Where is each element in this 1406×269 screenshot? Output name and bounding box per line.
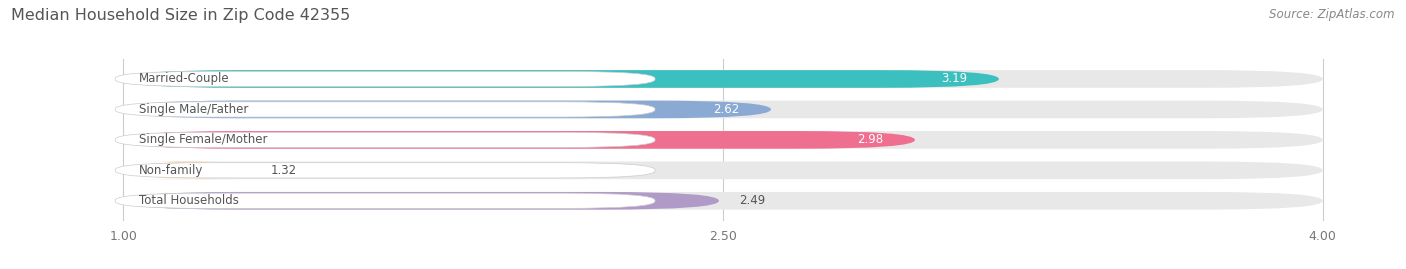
FancyBboxPatch shape xyxy=(115,102,655,117)
Text: 2.62: 2.62 xyxy=(713,103,740,116)
Text: 2.49: 2.49 xyxy=(740,194,765,207)
Text: 1.32: 1.32 xyxy=(271,164,297,177)
Text: Median Household Size in Zip Code 42355: Median Household Size in Zip Code 42355 xyxy=(11,8,350,23)
Text: 3.19: 3.19 xyxy=(941,72,967,86)
FancyBboxPatch shape xyxy=(124,70,1323,88)
FancyBboxPatch shape xyxy=(124,131,1323,149)
FancyBboxPatch shape xyxy=(115,132,655,147)
Text: Source: ZipAtlas.com: Source: ZipAtlas.com xyxy=(1270,8,1395,21)
FancyBboxPatch shape xyxy=(124,131,915,149)
FancyBboxPatch shape xyxy=(115,163,655,178)
FancyBboxPatch shape xyxy=(124,192,1323,210)
Text: Single Male/Father: Single Male/Father xyxy=(139,103,249,116)
FancyBboxPatch shape xyxy=(124,161,1323,179)
Text: Non-family: Non-family xyxy=(139,164,204,177)
FancyBboxPatch shape xyxy=(124,101,770,118)
FancyBboxPatch shape xyxy=(124,161,252,179)
FancyBboxPatch shape xyxy=(124,192,718,210)
FancyBboxPatch shape xyxy=(115,193,655,208)
FancyBboxPatch shape xyxy=(124,70,998,88)
Text: 2.98: 2.98 xyxy=(856,133,883,146)
Text: Total Households: Total Households xyxy=(139,194,239,207)
Text: Married-Couple: Married-Couple xyxy=(139,72,229,86)
FancyBboxPatch shape xyxy=(124,101,1323,118)
FancyBboxPatch shape xyxy=(115,71,655,87)
Text: Single Female/Mother: Single Female/Mother xyxy=(139,133,267,146)
